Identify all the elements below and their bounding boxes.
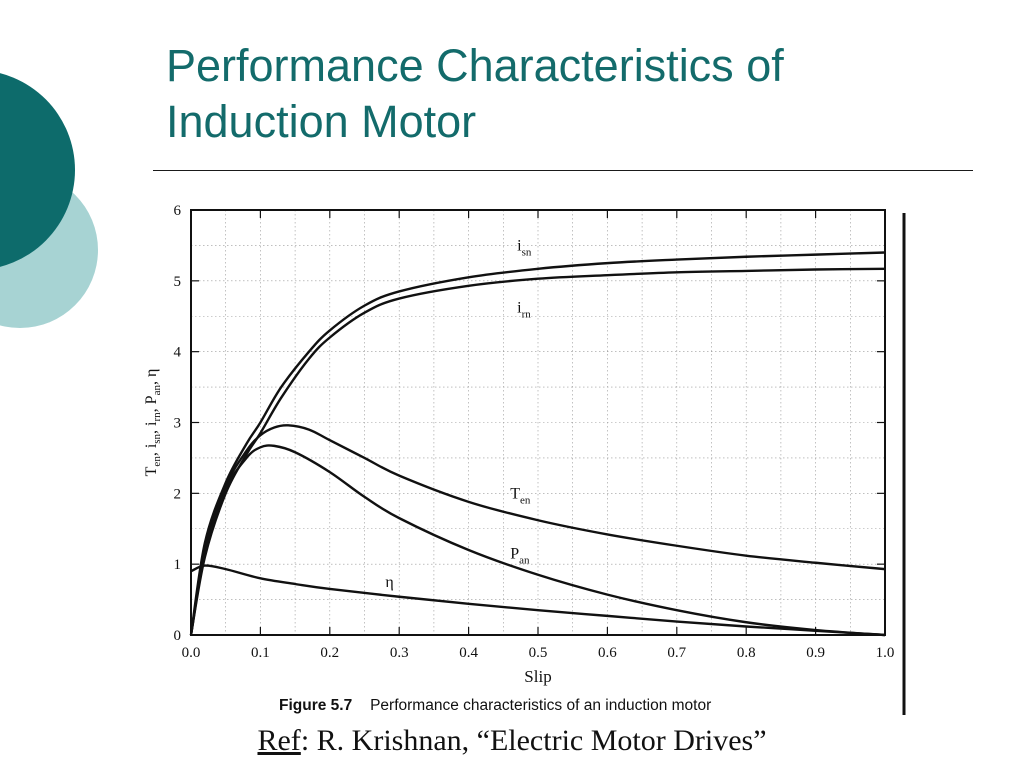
y-tick-label: 0 xyxy=(174,628,182,644)
curve-label: irn xyxy=(517,300,531,321)
x-tick-label: 0.3 xyxy=(390,645,409,661)
y-tick-label: 6 xyxy=(174,203,182,219)
reference-link[interactable]: Ref xyxy=(257,724,301,757)
figure-caption: Figure 5.7 Performance characteristics o… xyxy=(279,697,711,714)
series-line-eta xyxy=(190,564,886,637)
y-tick-label: 1 xyxy=(174,557,182,573)
performance-chart: 0.0 0.1 0.2 0.3 0.4 0.5 0.6 0.7 0.8 0.9 1.0 0 1 2 3 4 5 6… xyxy=(143,203,906,715)
curve-label: isn xyxy=(517,237,532,258)
decor-circle-dark xyxy=(0,73,75,267)
curve-label: Ten xyxy=(510,485,531,506)
x-axis-label: Slip xyxy=(524,667,551,686)
slide-decoration xyxy=(0,73,98,328)
x-tick-label: 0.5 xyxy=(529,645,548,661)
y-axis-label: Ten, isn, irn, Pan, η xyxy=(143,369,163,477)
series-line-isn xyxy=(189,251,886,636)
slide-title: Performance Characteristics of Induction… xyxy=(166,38,986,150)
reference-text: : R. Krishnan, “Electric Motor Drives” xyxy=(300,724,767,757)
grid-layer xyxy=(191,210,885,635)
annotation-layer: isn irn Ten Pan η xyxy=(385,237,532,590)
x-tick-label: 0.7 xyxy=(667,645,686,661)
series-layer xyxy=(189,251,886,637)
reference-line: Ref: R. Krishnan, “Electric Motor Drives… xyxy=(0,724,1024,758)
y-tick-label: 4 xyxy=(174,345,182,361)
x-tick-label: 0.8 xyxy=(737,645,756,661)
x-tick-label: 0.2 xyxy=(320,645,339,661)
series-line-pan xyxy=(189,444,886,637)
y-tick-label: 5 xyxy=(174,274,182,290)
x-tick-label: 0.4 xyxy=(459,645,478,661)
y-tick-label: 2 xyxy=(174,486,182,502)
curve-label: η xyxy=(385,574,393,591)
x-tick-label: 0.1 xyxy=(251,645,270,661)
curve-label: Pan xyxy=(510,546,530,567)
title-line-2: Induction Motor xyxy=(166,96,477,147)
figure-caption-text: Performance characteristics of an induct… xyxy=(370,697,711,714)
series-line-ten xyxy=(189,424,886,636)
y-tick-label: 3 xyxy=(174,416,182,432)
title-line-1: Performance Characteristics of xyxy=(166,40,784,91)
x-tick-label: 0.9 xyxy=(806,645,825,661)
x-tick-label: 0.6 xyxy=(598,645,617,661)
ticks-layer: 0.0 0.1 0.2 0.3 0.4 0.5 0.6 0.7 0.8 0.9 1.0 0 1 2 3 4 5 6 xyxy=(174,203,895,661)
x-tick-label: 0.0 xyxy=(182,645,201,661)
x-tick-label: 1.0 xyxy=(876,645,895,661)
title-divider xyxy=(153,170,973,171)
figure-number: Figure 5.7 xyxy=(279,697,352,714)
